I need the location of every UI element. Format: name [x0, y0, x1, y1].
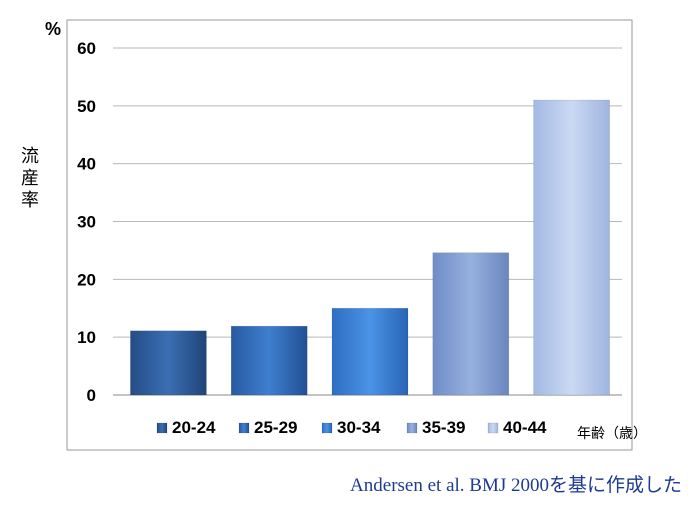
y-tick-label: 30 — [77, 213, 96, 232]
y-tick-label: 0 — [87, 386, 96, 405]
legend-swatch — [156, 422, 168, 434]
y-tick-label: 10 — [77, 328, 96, 347]
bar — [230, 325, 308, 396]
legend-label: 30-34 — [337, 418, 381, 437]
legend-label: 20-24 — [172, 418, 216, 437]
bar — [432, 252, 510, 396]
y-tick-label: 40 — [77, 155, 96, 174]
legend-swatch — [487, 422, 499, 434]
bar — [331, 307, 409, 396]
legend-label: 40-44 — [503, 418, 547, 437]
legend-swatch — [321, 422, 333, 434]
plot-frame — [66, 19, 633, 451]
y-tick-label: 60 — [77, 39, 96, 58]
source-caption: Andersen et al. BMJ 2000を基に作成した — [350, 475, 682, 496]
legend-swatch — [238, 422, 250, 434]
y-tick-label: 50 — [77, 97, 96, 116]
bars — [130, 99, 610, 396]
bar — [533, 99, 610, 396]
y-ticks: 0 10 20 30 40 50 60 — [77, 39, 96, 405]
y-unit-label: % — [45, 19, 61, 39]
y-tick-label: 20 — [77, 270, 96, 289]
legend: 20-24 25-29 30-34 35-39 40-44 — [156, 418, 547, 437]
y-axis-label: 流産率 — [21, 146, 39, 211]
legend-swatch — [406, 422, 418, 434]
legend-label: 25-29 — [254, 418, 297, 437]
bar — [130, 330, 207, 396]
x-axis-label: 年齢（歳） — [577, 426, 647, 442]
legend-label: 35-39 — [422, 418, 465, 437]
